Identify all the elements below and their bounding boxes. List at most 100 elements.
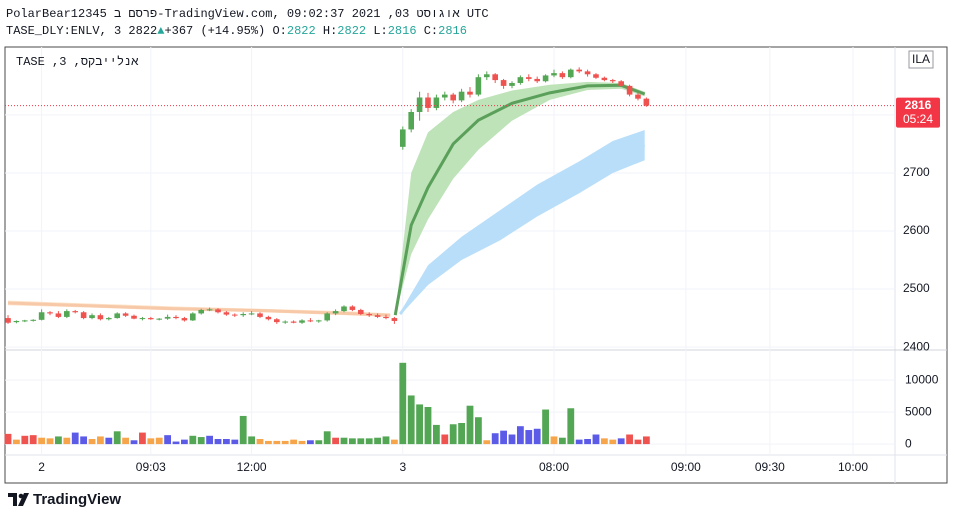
up-arrow: ▲ xyxy=(157,24,165,38)
candle-body xyxy=(290,321,297,323)
volume-bar xyxy=(500,430,507,445)
candle-body xyxy=(139,318,146,320)
candle-body xyxy=(492,74,498,81)
volume-bar xyxy=(21,435,29,445)
candle-body xyxy=(399,129,406,147)
candle-body xyxy=(626,85,633,95)
volume-bar xyxy=(558,437,566,445)
volume-bar xyxy=(298,440,306,445)
volume-bar xyxy=(206,435,214,445)
volume-bar xyxy=(365,438,373,445)
volume-bar xyxy=(164,435,172,445)
currency-box xyxy=(908,50,934,69)
h-label: H: xyxy=(322,24,338,38)
y-tick-label: 2700 xyxy=(903,165,930,179)
o-value: 2822 xyxy=(286,24,316,38)
candle-body xyxy=(408,112,414,130)
volume-bar xyxy=(239,415,247,445)
volume-bar xyxy=(508,434,516,445)
candle-body xyxy=(425,97,431,108)
candle-body xyxy=(383,316,389,319)
candle-body xyxy=(274,319,280,323)
candle-body xyxy=(156,318,163,320)
volume-bar xyxy=(584,438,591,445)
volume-bar xyxy=(105,437,113,445)
x-tick-label: 12:00 xyxy=(237,460,267,474)
volume-bar xyxy=(357,438,365,445)
candle-body xyxy=(374,315,381,317)
candle-body xyxy=(509,82,515,86)
candle-body xyxy=(517,77,524,83)
volume-bar xyxy=(474,417,482,445)
candle-body xyxy=(601,77,608,81)
candle-body xyxy=(38,312,45,320)
volume-bar xyxy=(483,440,491,445)
volume-bar xyxy=(609,439,617,445)
volume-bar xyxy=(466,405,474,445)
candle-body xyxy=(618,81,624,86)
volume-bar xyxy=(315,440,323,445)
brand-logo xyxy=(8,493,29,506)
x-tick-label: 08:00 xyxy=(539,460,569,474)
volume-bar xyxy=(55,436,62,445)
x-tick-label: 3 xyxy=(399,460,406,474)
countdown: 05:24 xyxy=(903,112,933,126)
volume-bar xyxy=(634,439,642,445)
logo-mark xyxy=(8,493,17,506)
candle-body xyxy=(534,78,540,82)
volume-bar xyxy=(525,430,533,445)
candle-body xyxy=(80,312,87,319)
volume-bar xyxy=(147,438,155,445)
candle-body xyxy=(525,77,532,79)
candle-body xyxy=(223,312,230,315)
candle-body xyxy=(106,318,112,320)
candle-body xyxy=(307,320,314,322)
volume-bar xyxy=(113,431,121,445)
l-label: L: xyxy=(373,24,388,38)
candle-body xyxy=(559,73,566,78)
candle-body xyxy=(332,311,339,314)
candle-body xyxy=(391,318,398,321)
volume-bar xyxy=(273,440,281,445)
volume-bar xyxy=(441,434,449,445)
candle-body xyxy=(13,320,20,323)
candle-body xyxy=(282,321,289,323)
volume-bar xyxy=(332,437,340,445)
c-value: 2816 xyxy=(438,24,467,38)
volume-bar xyxy=(46,438,54,445)
candle-body xyxy=(5,318,11,323)
candle-body xyxy=(148,318,154,320)
candle-body xyxy=(131,315,137,319)
candle-body xyxy=(181,318,188,321)
volume-bar xyxy=(348,438,356,445)
candle-body xyxy=(441,94,448,98)
volume-bar xyxy=(323,431,331,445)
volume-bar xyxy=(71,432,79,445)
volume-bar xyxy=(458,422,465,445)
symbol: TASE_DLY:ENLV, 3 xyxy=(6,24,122,38)
candle-body xyxy=(366,314,372,316)
candle-body xyxy=(64,311,70,317)
volume-bar xyxy=(181,439,188,445)
volume-bar xyxy=(550,436,558,445)
candle-body xyxy=(357,309,364,315)
volume-bar xyxy=(88,438,96,445)
volume-bar xyxy=(63,437,71,445)
candle-body xyxy=(30,319,37,321)
candle-body xyxy=(551,73,557,76)
candle-body xyxy=(542,75,549,82)
candle-body xyxy=(584,71,591,75)
volume-bar xyxy=(231,439,239,445)
y-tick-label: 2600 xyxy=(903,223,930,237)
volume-bar xyxy=(516,426,524,445)
volume-bar xyxy=(407,395,415,445)
candle-body xyxy=(248,313,255,315)
y-tick-label: 5000 xyxy=(905,404,932,418)
volume-bar xyxy=(575,439,583,445)
candle-body xyxy=(609,80,616,82)
volume-bar xyxy=(592,434,600,445)
volume-bar xyxy=(567,408,575,445)
volume-bar xyxy=(189,435,197,445)
